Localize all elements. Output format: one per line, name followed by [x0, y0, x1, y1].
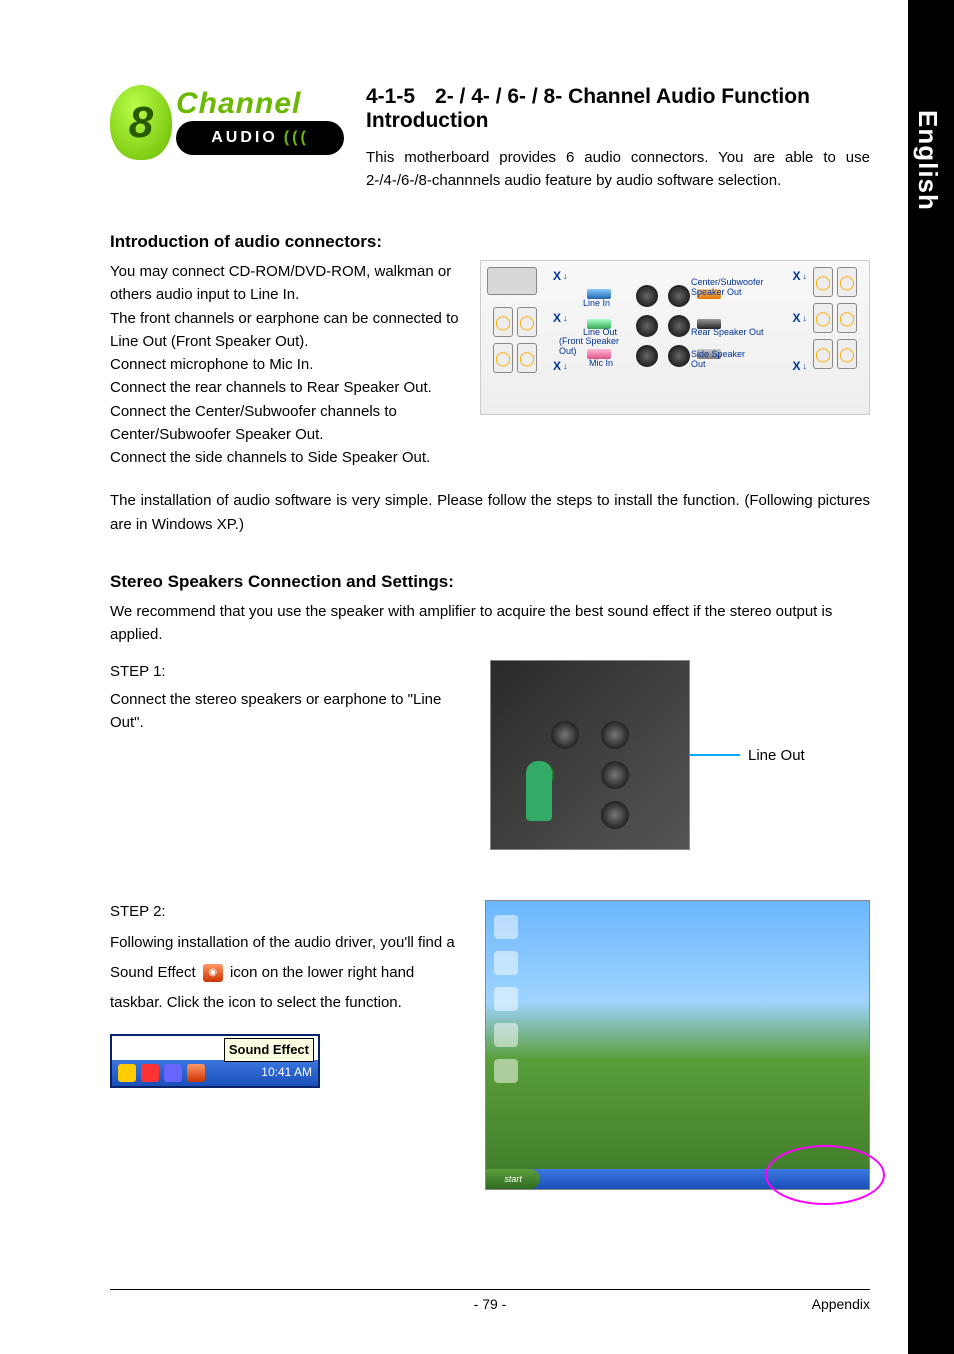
connector-line: Connect the rear channels to Rear Speake… — [110, 376, 470, 399]
step-2-body: Following installation of the audio driv… — [110, 928, 465, 1018]
start-button[interactable]: start — [486, 1169, 540, 1189]
line-in-label: Line In — [583, 298, 663, 308]
desktop-screenshot: start — [485, 900, 870, 1190]
section-title-text: 2- / 4- / 6- / 8- Channel Audio Function… — [366, 85, 810, 132]
connector-line: You may connect CD-ROM/DVD-ROM, walkman … — [110, 260, 470, 307]
usb-port-icon: ◯ — [837, 303, 857, 333]
stereo-heading: Stereo Speakers Connection and Settings: — [110, 572, 870, 592]
page-content: 8 Channel AUDIO ((( 4-1-52- / 4- / 6- / … — [110, 85, 870, 1190]
desktop-icon[interactable] — [494, 951, 518, 975]
desktop-icon[interactable] — [494, 915, 518, 939]
tray-icon[interactable] — [164, 1064, 182, 1082]
header-text-block: 4-1-52- / 4- / 6- / 8- Channel Audio Fun… — [366, 85, 870, 192]
jack-icon — [601, 801, 629, 829]
connector-line: Connect microphone to Mic In. — [110, 353, 470, 376]
system-tray: 10:41 AM — [112, 1060, 318, 1086]
usb-port-icon: ◯ — [813, 303, 833, 333]
audio-jack-icon — [668, 345, 690, 367]
usb-port-icon: ◯ — [837, 267, 857, 297]
front-speaker-label: (Front Speaker Out) — [559, 336, 639, 356]
side-speaker-label: Side Speaker Out — [691, 349, 761, 369]
tray-icon[interactable] — [118, 1064, 136, 1082]
usb-port-icon: ◯ — [813, 267, 833, 297]
step-1-text: STEP 1: Connect the stereo speakers or e… — [110, 660, 470, 734]
usb-port-icon: ◯ — [493, 307, 513, 337]
line-out-caption: Line Out — [748, 747, 805, 764]
line-out-photo — [490, 660, 690, 850]
step-2-row: STEP 2: Following installation of the au… — [110, 900, 870, 1190]
sound-effect-tray-icon[interactable] — [187, 1064, 205, 1082]
section-number: 4-1-5 — [366, 85, 415, 108]
desktop-icons — [494, 915, 518, 1083]
step-2-text: STEP 2: Following installation of the au… — [110, 900, 465, 1087]
connector-line: Connect the Center/Subwoofer channels to… — [110, 400, 470, 447]
intro-paragraph: This motherboard provides 6 audio connec… — [366, 147, 870, 192]
jack-icon — [551, 721, 579, 749]
usb-port-icon: ◯ — [517, 307, 537, 337]
channel-audio-logo: 8 Channel AUDIO ((( — [110, 85, 350, 160]
tray-clock: 10:41 AM — [261, 1063, 312, 1082]
sound-effect-tooltip: Sound Effect — [224, 1038, 314, 1062]
plug-icon: X↓ — [792, 359, 807, 373]
usb-port-icon: ◯ — [813, 339, 833, 369]
side-tab: English — [908, 0, 954, 1354]
desktop-icon[interactable] — [494, 1023, 518, 1047]
logo-8-icon: 8 — [110, 85, 172, 160]
connectors-heading: Introduction of audio connectors: — [110, 232, 870, 252]
plug-icon: X↓ — [553, 269, 568, 283]
jack-icon — [601, 761, 629, 789]
install-instruction: The installation of audio software is ve… — [110, 489, 870, 536]
page-footer: - 79 - Appendix — [110, 1289, 870, 1312]
page-number: - 79 - — [474, 1296, 507, 1312]
desktop-icon[interactable] — [494, 1059, 518, 1083]
center-sub-label: Center/Subwoofer Speaker Out — [691, 277, 781, 297]
usb-port-icon: ◯ — [837, 339, 857, 369]
io-panel-diagram: ◯◯ ◯◯ ◯◯ ◯◯ ◯◯ X↓ X↓ X↓ X↓ X↓ X↓ — [480, 260, 870, 415]
usb-group-right: ◯◯ ◯◯ ◯◯ — [813, 267, 857, 375]
step-2-label: STEP 2: — [110, 900, 465, 923]
section-title: 4-1-52- / 4- / 6- / 8- Channel Audio Fun… — [366, 85, 870, 133]
step-1-row: STEP 1: Connect the stereo speakers or e… — [110, 660, 870, 850]
plug-icon: X↓ — [553, 311, 568, 325]
desktop-icon[interactable] — [494, 987, 518, 1011]
mic-in-label: Mic In — [589, 358, 669, 368]
logo-channel-text: Channel — [176, 87, 301, 121]
stereo-intro: We recommend that you use the speaker wi… — [110, 600, 870, 647]
header-row: 8 Channel AUDIO ((( 4-1-52- / 4- / 6- / … — [110, 85, 870, 192]
plug-icon: X↓ — [553, 359, 568, 373]
usb-port-icon: ◯ — [493, 343, 513, 373]
connector-block: You may connect CD-ROM/DVD-ROM, walkman … — [110, 260, 870, 469]
footer-section: Appendix — [812, 1296, 870, 1312]
plug-icon: X↓ — [792, 311, 807, 325]
jack-icon — [601, 721, 629, 749]
audio-jack-icon — [668, 285, 690, 307]
logo-audio-label: AUDIO — [211, 129, 278, 147]
rear-speaker-label: Rear Speaker Out — [691, 327, 781, 337]
step-1-body: Connect the stereo speakers or earphone … — [110, 688, 470, 735]
usb-port-icon: ◯ — [517, 343, 537, 373]
highlight-ellipse — [765, 1145, 885, 1205]
connector-text: You may connect CD-ROM/DVD-ROM, walkman … — [110, 260, 470, 469]
usb-group-left: ◯◯ ◯◯ — [493, 307, 537, 379]
line-out-connector-line — [690, 754, 740, 756]
audio-jack-icon — [668, 315, 690, 337]
stereo-section: Stereo Speakers Connection and Settings:… — [110, 572, 870, 1191]
plug-icon: X↓ — [792, 269, 807, 283]
step-1-label: STEP 1: — [110, 660, 470, 683]
tray-icon[interactable] — [141, 1064, 159, 1082]
sound-wave-icon: ((( — [284, 129, 309, 147]
side-tab-label: English — [912, 110, 943, 211]
logo-audio-text: AUDIO ((( — [176, 121, 344, 155]
ps2-port-icon — [487, 267, 537, 295]
sound-effect-icon: ◉ — [203, 964, 223, 982]
connector-line: The front channels or earphone can be co… — [110, 307, 470, 354]
connector-line: Connect the side channels to Side Speake… — [110, 446, 470, 469]
step-1-image-wrap: Line Out — [490, 660, 805, 850]
audio-cable-icon — [526, 761, 552, 821]
taskbar-screenshot: Sound Effect 10:41 AM — [110, 1034, 320, 1088]
